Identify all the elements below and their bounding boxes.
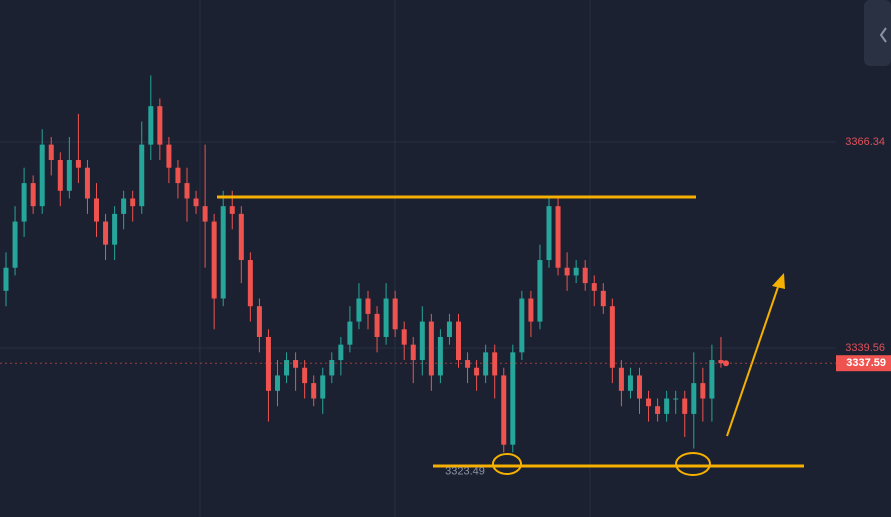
candle-body [682,398,688,414]
candle-body [627,375,633,391]
candle-body [229,206,235,214]
candle-body [220,206,226,299]
candle-body [456,321,461,361]
candle-body [582,267,588,284]
candle-body [175,167,181,184]
candle-body [700,383,706,399]
candle-body [121,198,127,214]
low-label: 3323.49 [445,466,485,478]
candle-body [555,206,561,268]
candle-body [338,344,344,361]
candle-body [401,329,407,345]
candle-body [247,260,253,307]
candle-body [609,306,615,368]
candle-body [618,367,624,391]
y-tick-label: 3339.56 [845,342,885,354]
candle-body [12,221,18,268]
candle-body [664,398,670,414]
candle-body [655,406,661,414]
candle-body [465,360,471,368]
candle-body [673,398,679,400]
candle-body [329,360,335,376]
candle-body [320,375,326,399]
candle-body [428,321,434,376]
candle-body [646,398,652,407]
arrow-line [726,286,779,437]
candle-body [39,144,45,207]
last-price-dot [723,360,729,367]
candle-body [474,367,480,376]
candle-body [21,183,27,222]
candle-body [600,290,606,307]
candle-body [718,360,724,364]
candle-body [392,298,398,330]
last-price-box [836,355,891,372]
candle-body [510,352,516,445]
candle-body [157,106,163,145]
candle-body [75,160,81,168]
candle-body [166,144,172,168]
candle-body [48,144,54,161]
candle-body [501,375,507,445]
candle-body [519,298,525,353]
candle-body [139,144,145,207]
circle-marker [675,452,711,476]
candle-body [347,321,353,345]
candle-body [546,206,552,261]
candle-body [265,336,271,391]
candle-body [709,360,715,399]
arrow-head [772,273,785,289]
candle-body [564,267,570,276]
candle-body [94,198,99,222]
candle-body [211,221,217,299]
candle-body [446,321,452,337]
candle-body [202,206,208,222]
candle-body [3,267,9,291]
candle-body [293,360,299,368]
circle-marker [492,453,522,475]
candle-body [284,360,290,376]
candle-body [184,183,190,199]
candle-body [573,267,579,276]
candle-body [66,160,72,191]
candle-body [112,213,118,245]
candle-body [637,375,642,399]
candle-body [483,352,489,376]
candle-body [311,383,317,399]
candle-body [691,383,697,414]
candle-body [275,375,280,391]
candle-body [84,167,90,199]
candle-body [148,106,154,145]
candle-body [365,298,371,314]
candle-body [30,183,36,207]
candle-body [57,160,63,191]
collapse-icon [879,27,887,43]
candle-body [419,321,425,361]
candle-body [537,260,543,322]
candle-body [383,298,389,337]
y-tick-label: 3366.34 [845,136,885,148]
candle-body [437,336,443,376]
candle-body [256,306,262,337]
collapse-tab[interactable] [864,0,891,66]
candle-body [492,352,498,376]
candle-body [410,344,416,361]
candle-body [591,283,597,291]
candle-body [302,367,308,384]
candle-body [130,198,136,207]
candle-body [193,198,199,207]
candle-body [238,213,244,261]
candle-body [356,298,362,322]
candle-body [374,313,380,337]
candle-body [103,221,109,245]
last-price-label: 3337.59 [846,357,886,369]
plot [0,75,836,453]
candle-body [528,298,534,322]
